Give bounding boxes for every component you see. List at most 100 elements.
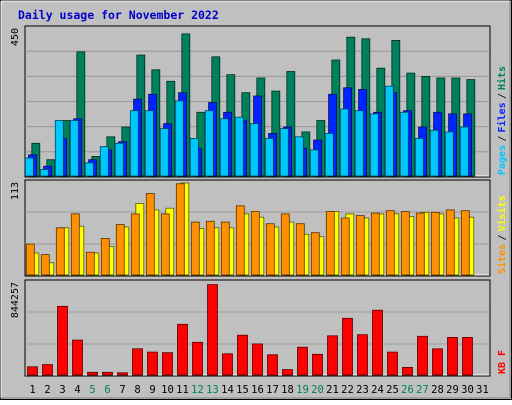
day-label-18: 18	[281, 384, 294, 396]
legend-separator: /	[497, 234, 508, 240]
day-label-28: 28	[431, 384, 444, 396]
y-max-label: 113	[10, 182, 21, 200]
bar-sites-day-13	[205, 220, 215, 276]
bar-sites-day-15	[235, 205, 245, 276]
bar-sites-day-5	[85, 251, 95, 276]
bar-sites-day-3	[55, 227, 65, 276]
bar-pages-day-28	[429, 129, 439, 177]
bar-kb-f-day-26	[402, 366, 413, 376]
bar-kb-f-day-13	[207, 284, 218, 376]
hits-panel: 450 Pages / Files / Hits	[10, 25, 508, 178]
bar-sites-day-4	[70, 213, 80, 276]
bar-kb-f-day-25	[387, 351, 398, 376]
bar-sites-day-12	[190, 221, 200, 276]
bar-sites-day-29	[445, 209, 455, 276]
bar-pages-day-25	[384, 85, 394, 177]
bar-pages-day-29	[444, 131, 454, 177]
day-label-17: 17	[266, 384, 279, 396]
bar-sites-day-23	[355, 215, 365, 276]
bar-kb-f-day-23	[357, 334, 368, 376]
bar-pages-day-12	[189, 137, 199, 177]
day-label-27: 27	[416, 384, 429, 396]
bar-sites-day-16	[250, 211, 260, 276]
bar-pages-day-11	[174, 100, 184, 177]
legend: KB F	[497, 350, 508, 374]
bar-sites-day-20	[310, 232, 320, 276]
bar-sites-day-17	[265, 223, 275, 276]
bar-sites-day-24	[370, 212, 380, 276]
bar-sites-day-11	[175, 183, 185, 276]
bar-pages-day-3	[54, 120, 64, 177]
bar-sites-day-6	[100, 237, 110, 276]
bar-kb-f-day-11	[177, 323, 188, 376]
day-label-21: 21	[326, 384, 339, 396]
day-label-6: 6	[104, 384, 110, 396]
day-label-3: 3	[59, 384, 65, 396]
bar-kb-f-day-20	[312, 353, 323, 376]
day-label-22: 22	[341, 384, 354, 396]
bar-kb-f-day-19	[297, 346, 308, 376]
bar-sites-day-25	[385, 210, 395, 276]
legend-separator: /	[497, 135, 508, 141]
day-label-5: 5	[89, 384, 95, 396]
bar-sites-day-10	[160, 213, 170, 276]
bar-pages-day-18	[279, 128, 289, 177]
bar-pages-day-1	[24, 157, 34, 177]
day-label-1: 1	[29, 384, 35, 396]
bar-sites-day-7	[115, 224, 125, 276]
kbytes-panel: 844257 KB F	[10, 279, 508, 377]
bar-sites-day-26	[400, 211, 410, 276]
legend-visits: Visits	[496, 195, 508, 231]
bar-kb-f-day-16	[252, 343, 263, 376]
day-label-23: 23	[356, 384, 369, 396]
day-label-12: 12	[191, 384, 204, 396]
bar-kb-f-day-29	[447, 336, 458, 376]
legend: Sites / Visits	[496, 195, 508, 274]
day-label-19: 19	[296, 384, 309, 396]
bar-pages-day-8	[129, 110, 139, 177]
bar-kb-f-day-30	[462, 336, 473, 376]
bar-kb-f-day-14	[222, 353, 233, 376]
bar-kb-f-day-12	[192, 341, 203, 376]
bar-sites-day-19	[295, 223, 305, 276]
bar-kb-f-day-10	[162, 352, 173, 376]
bar-pages-day-5	[84, 162, 94, 177]
bar-pages-day-15	[234, 116, 244, 177]
bar-kb-f-day-2	[42, 364, 53, 376]
bar-kb-f-day-8	[132, 348, 143, 376]
bar-kb-f-day-7	[117, 372, 128, 376]
day-label-20: 20	[311, 384, 324, 396]
bar-sites-day-18	[280, 213, 290, 276]
bar-kb-f-day-15	[237, 334, 248, 376]
bar-pages-day-10	[159, 128, 169, 177]
day-label-25: 25	[386, 384, 399, 396]
bar-sites-day-2	[40, 254, 50, 276]
bar-pages-day-16	[249, 123, 259, 177]
bar-kb-f-day-24	[372, 309, 383, 376]
bar-pages-day-23	[354, 110, 364, 177]
day-label-4: 4	[74, 384, 80, 396]
bar-sites-day-27	[415, 212, 425, 276]
bar-kb-f-day-9	[147, 351, 158, 376]
day-label-29: 29	[446, 384, 459, 396]
bar-pages-day-14	[219, 118, 229, 177]
bar-kb-f-day-27	[417, 335, 428, 376]
day-label-15: 15	[236, 384, 249, 396]
bar-pages-day-13	[204, 110, 214, 177]
bar-kb-f-day-17	[267, 354, 278, 376]
day-label-16: 16	[251, 384, 264, 396]
chart-title: Daily usage for November 2022	[18, 8, 219, 22]
day-label-11: 11	[176, 384, 189, 396]
legend-pages: Pages	[497, 145, 508, 175]
bar-sites-day-14	[220, 221, 230, 276]
bar-kb-f-day-1	[27, 366, 38, 376]
bar-pages-day-24	[369, 113, 379, 177]
day-label-26: 26	[401, 384, 414, 396]
visits-panel: 113 Sites / Visits	[10, 179, 508, 277]
bar-kb-f-day-18	[282, 369, 293, 376]
bar-kb-f-day-4	[72, 339, 83, 376]
day-label-14: 14	[221, 384, 234, 396]
bar-pages-day-26	[399, 111, 409, 177]
bar-sites-day-9	[145, 193, 155, 276]
